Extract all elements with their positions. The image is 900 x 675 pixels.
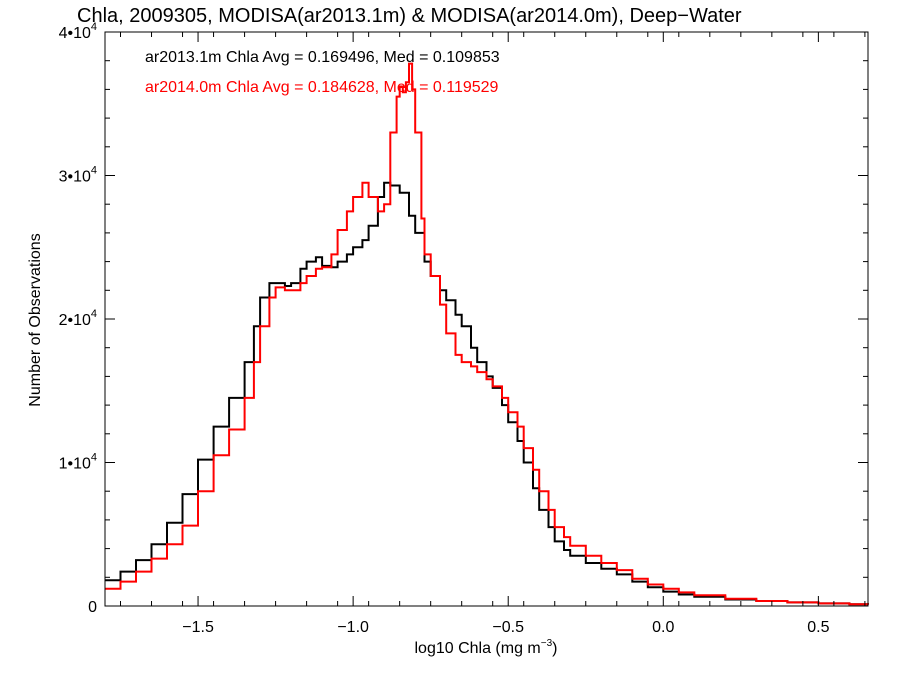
plot-frame bbox=[104, 31, 869, 607]
annotation-ar2014: ar2014.0m Chla Avg = 0.184628, Med = 0.1… bbox=[145, 79, 499, 96]
x-tick-label: 0.5 bbox=[807, 619, 829, 636]
x-axis-label-superscript: −3 bbox=[541, 638, 553, 649]
x-tick-label: −1.0 bbox=[337, 619, 369, 636]
x-tick-label: −0.5 bbox=[492, 619, 524, 636]
series-layer bbox=[105, 62, 869, 606]
x-axis-label-text: log10 Chla (mg m bbox=[414, 640, 540, 657]
x-tick-label: −1.5 bbox=[182, 619, 214, 636]
series-line-0 bbox=[105, 181, 869, 606]
y-axis: 0 1•104 2•104 3•104 4•104 bbox=[59, 21, 868, 616]
x-axis-label-suffix: ) bbox=[552, 640, 557, 657]
x-tick-label: 0.0 bbox=[652, 619, 674, 636]
y-tick-label: 2•104 bbox=[59, 308, 97, 329]
plot-area: −1.5 −1.0 −0.5 0.0 0.5 0 1•104 2•104 3•104 4•104 bbox=[59, 21, 869, 636]
y-tick-label: 0 bbox=[88, 599, 97, 616]
y-tick-label: 4•104 bbox=[59, 21, 97, 42]
y-tick-label: 3•104 bbox=[59, 165, 97, 186]
x-axis-label: log10 Chla (mg m−3) bbox=[414, 638, 557, 657]
series-line-1 bbox=[105, 62, 869, 606]
x-axis: −1.5 −1.0 −0.5 0.0 0.5 bbox=[120, 32, 866, 636]
annotation-ar2013: ar2013.1m Chla Avg = 0.169496, Med = 0.1… bbox=[145, 49, 500, 66]
y-axis-label: Number of Observations bbox=[27, 233, 44, 406]
chart-title: Chla, 2009305, MODISA(ar2013.1m) & MODIS… bbox=[77, 5, 742, 27]
y-tick-label: 1•104 bbox=[59, 452, 97, 473]
